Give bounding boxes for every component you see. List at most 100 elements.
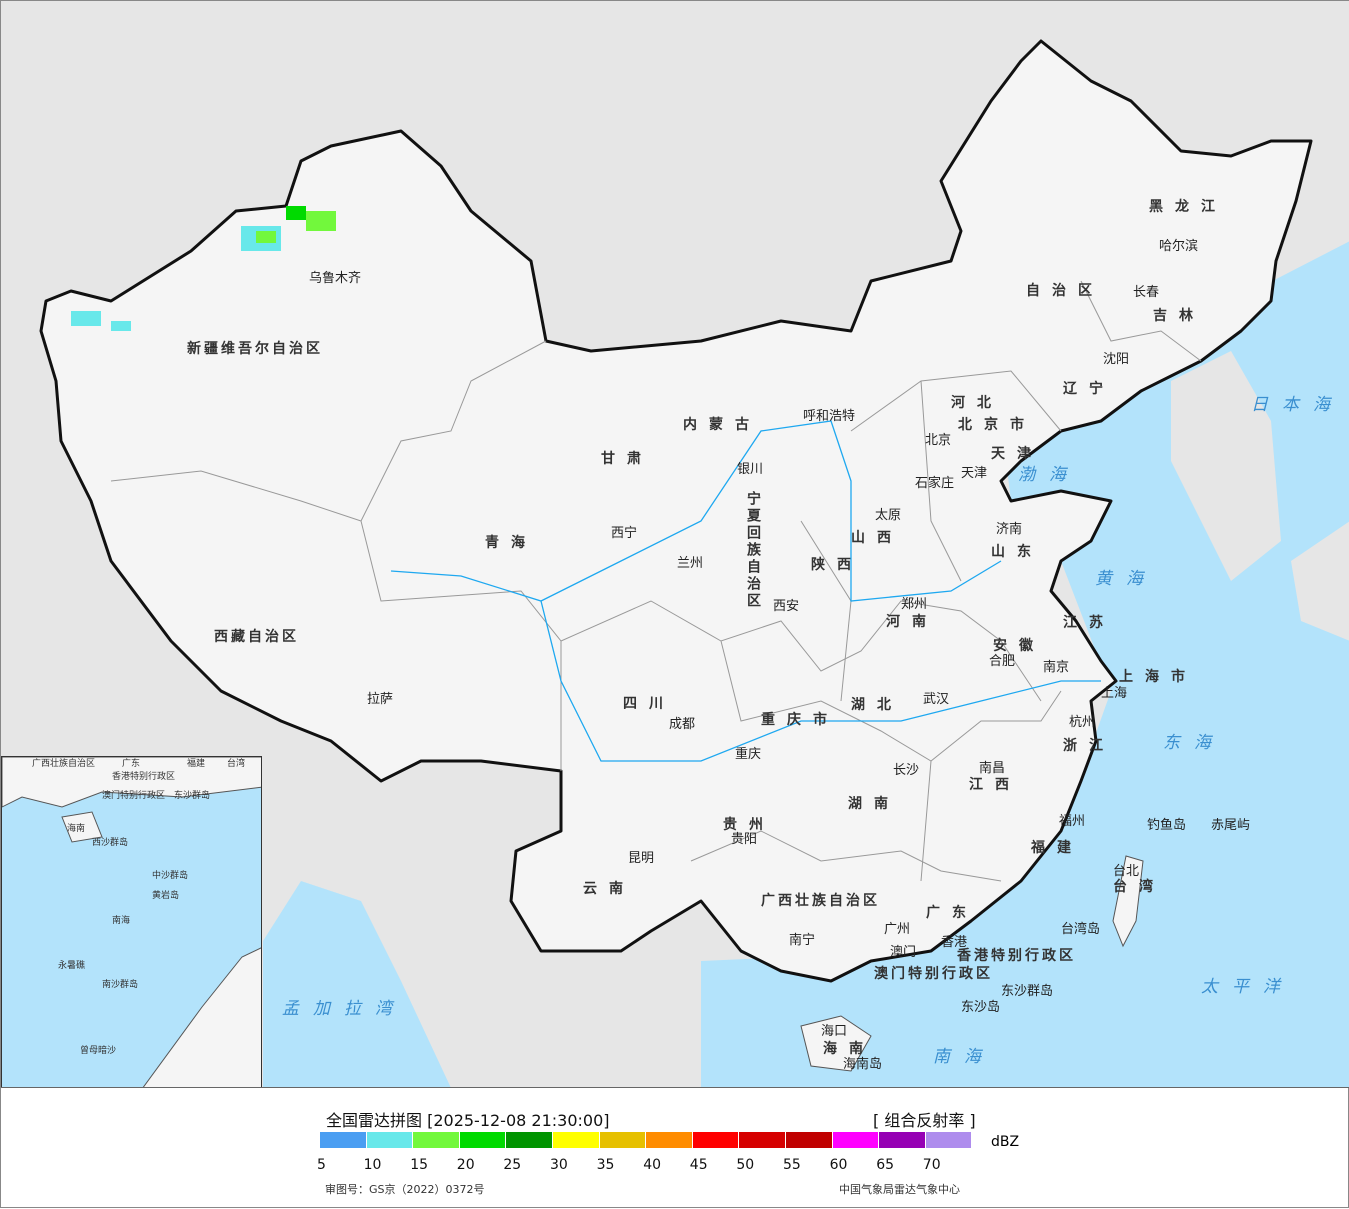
city-label: 南京: [1043, 660, 1070, 675]
legend: 全国雷达拼图 [2025-12-08 21:30:00] [ 组合反射率 ]: [1, 1089, 1349, 1209]
color-swatch: [879, 1132, 926, 1148]
city-label: 重庆: [735, 747, 762, 762]
city-label: 福州: [1059, 814, 1086, 829]
province-label: 福建: [1031, 840, 1083, 856]
taiwan-island: [1112, 855, 1144, 948]
sea-bay-of-bengal: [263, 881, 451, 1087]
korea-japan-land: [1171, 351, 1349, 641]
city-label: 郑州: [901, 597, 928, 612]
inset-label: 南海: [112, 916, 131, 926]
city-label: 海口: [821, 1024, 848, 1039]
province-label: 北京市: [958, 417, 1036, 433]
island-label: 台湾岛: [1061, 922, 1101, 937]
color-swatch: [459, 1132, 507, 1148]
inset-label: 广东: [122, 759, 141, 769]
color-swatch: [925, 1132, 973, 1148]
scale-tick-label: 70: [922, 1157, 941, 1173]
province-label: 宁夏回族自治区: [745, 491, 761, 610]
province-label: 江苏: [1063, 615, 1115, 631]
city-label: 长沙: [893, 763, 920, 778]
scale-tick-label: 50: [736, 1157, 755, 1173]
color-swatch: [646, 1132, 693, 1148]
province-label: 广西壮族自治区: [761, 893, 880, 909]
unit-label: dBZ: [991, 1134, 1020, 1150]
color-swatch: [739, 1132, 786, 1148]
city-label: 天津: [961, 466, 988, 481]
province-label: 台湾: [1113, 879, 1165, 895]
city-label: 成都: [669, 717, 696, 732]
province-borders: [110, 280, 1202, 882]
city-label: 济南: [996, 522, 1023, 537]
city-label: 兰州: [677, 556, 704, 571]
province-label: 海南: [823, 1041, 875, 1057]
inset-label: 南沙群岛: [102, 980, 139, 990]
city-label: 长春: [1133, 285, 1160, 300]
province-label: 上海市: [1119, 669, 1197, 685]
color-swatch: [552, 1132, 600, 1148]
island-label: 钓鱼岛: [1147, 818, 1187, 833]
color-swatch: [692, 1132, 740, 1148]
city-label: 澳门: [890, 945, 917, 960]
sea-label: 日本海: [1251, 395, 1344, 415]
color-swatch: [320, 1132, 367, 1148]
city-label: 西宁: [611, 526, 638, 541]
city-label: 合肥: [989, 654, 1016, 669]
inset-label: 台湾: [227, 759, 246, 769]
sea-label: 南海: [933, 1047, 995, 1067]
product-type: [ 组合反射率 ]: [873, 1111, 976, 1130]
scale-tick-label: 25: [503, 1157, 522, 1173]
scale-tick-label: 35: [596, 1157, 615, 1173]
city-label: 呼和浩特: [803, 409, 856, 424]
province-label: 重庆市: [761, 712, 839, 728]
city-label: 石家庄: [915, 476, 955, 491]
source-credit: 中国气象局雷达气象中心: [839, 1183, 960, 1196]
sea-label: 渤海: [1018, 465, 1080, 485]
province-label: 西藏自治区: [214, 629, 299, 645]
city-label: 武汉: [923, 692, 950, 707]
province-label: 新疆维吾尔自治区: [187, 341, 323, 357]
scale-tick-label: 10: [363, 1157, 382, 1173]
sea-label: 孟加拉湾: [282, 999, 406, 1019]
scale-tick-label: 45: [689, 1157, 708, 1173]
map-shapes: [39, 39, 1349, 1087]
scale-tick-label: 5: [317, 1157, 326, 1173]
color-swatch: [413, 1132, 460, 1148]
city-label: 乌鲁木齐: [309, 271, 362, 286]
city-label: 拉萨: [367, 692, 394, 707]
scale-tick-label: 65: [876, 1157, 895, 1173]
province-label: 自治区: [1026, 283, 1104, 299]
province-label: 山东: [991, 544, 1043, 560]
city-label: 太原: [875, 508, 902, 523]
province-label: 青海: [485, 535, 537, 551]
color-swatch: [599, 1132, 647, 1148]
province-label: 山西: [851, 530, 903, 546]
scale-tick-label: 60: [829, 1157, 848, 1173]
province-label: 辽宁: [1063, 381, 1115, 397]
city-label: 南宁: [789, 933, 816, 948]
scale-tick-label: 15: [410, 1157, 429, 1173]
island-label: 海南岛: [843, 1057, 883, 1072]
city-label: 贵阳: [731, 832, 758, 847]
city-label: 银川: [737, 462, 764, 477]
sea-label: 太平洋: [1201, 977, 1294, 997]
island-label: 东沙岛: [961, 1000, 1001, 1015]
color-swatch: [785, 1132, 833, 1148]
city-label: 上海: [1101, 686, 1128, 701]
province-label: 湖北: [851, 697, 903, 713]
hainan-island: [800, 1015, 872, 1072]
city-label: 北京: [925, 433, 952, 448]
province-label: 贵州: [723, 817, 775, 833]
radar-echoes: [71, 206, 336, 331]
scale-tick-label: 55: [783, 1157, 801, 1173]
inset-label: 西沙群岛: [92, 838, 129, 848]
province-label: 广东: [926, 905, 978, 921]
scale-tick-label: 40: [643, 1157, 662, 1173]
province-label: 浙江: [1063, 738, 1115, 754]
south-china-sea-inset: 广西壮族自治区 广东 福建 台湾 海南 香港特别行政区 澳门特别行政区 东沙群岛 西沙群岛 中沙群…: [1, 756, 262, 1087]
inset-label: 海南: [67, 824, 86, 834]
inset-label: 黄岩岛: [152, 891, 180, 901]
province-label: 吉林: [1153, 308, 1205, 324]
province-label: 湖南: [848, 796, 900, 812]
city-label: 广州: [884, 922, 911, 937]
province-label: 黑龙江: [1149, 199, 1227, 215]
